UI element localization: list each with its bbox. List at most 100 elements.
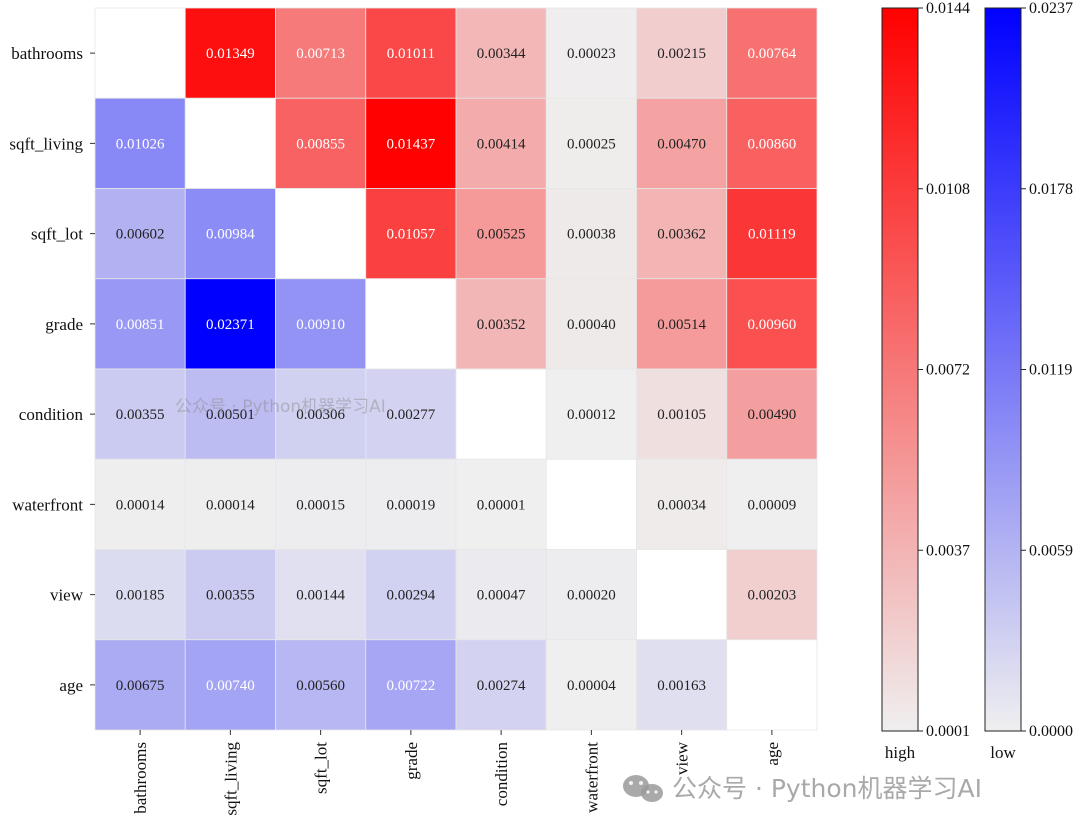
column-label: waterfront bbox=[582, 742, 601, 813]
cell-value-label: 0.00203 bbox=[748, 588, 797, 604]
cell-value-label: 0.00344 bbox=[477, 46, 526, 62]
heatmap-cell bbox=[636, 549, 728, 641]
cell-value-label: 0.00722 bbox=[387, 678, 436, 694]
cell-value-label: 0.00014 bbox=[116, 497, 165, 513]
heatmap-cell bbox=[184, 97, 276, 189]
cell-value-label: 0.00764 bbox=[748, 46, 797, 62]
heatmap-cell bbox=[455, 7, 547, 99]
cell-value-label: 0.00144 bbox=[296, 588, 345, 604]
cell-value-label: 0.00047 bbox=[477, 588, 526, 604]
cell-value-label: 0.00352 bbox=[477, 317, 526, 333]
cell-value-label: 0.00713 bbox=[296, 46, 345, 62]
cell-value-label: 0.00019 bbox=[387, 497, 436, 513]
cell-value-label: 0.00855 bbox=[296, 136, 345, 152]
heatmap-cells: 0.01349 0.00713 0.01011 0.00344 0.00023 0.002… bbox=[94, 7, 818, 731]
heatmap-cell bbox=[365, 188, 457, 280]
bottom-watermark: 公众号 · Python机器学习AI bbox=[672, 774, 982, 803]
cell-value-label: 0.00740 bbox=[206, 678, 255, 694]
row-label: sqft_lot bbox=[31, 225, 83, 244]
heatmap-cell bbox=[94, 97, 186, 189]
heatmap-cell bbox=[184, 188, 276, 280]
heatmap-cell bbox=[184, 458, 276, 550]
heatmap-cell bbox=[365, 639, 457, 731]
cell-value-label: 0.00020 bbox=[567, 588, 616, 604]
cell-value-label: 0.00215 bbox=[657, 46, 706, 62]
cell-value-label: 0.00015 bbox=[296, 497, 345, 513]
cell-value-label: 0.00960 bbox=[748, 317, 797, 333]
high-colorbar-tick-label: 0.0144 bbox=[926, 0, 970, 17]
heatmap-cell bbox=[636, 458, 728, 550]
heatmap-cell bbox=[636, 7, 728, 99]
cell-value-label: 0.00984 bbox=[206, 227, 255, 243]
heatmap-cell bbox=[545, 639, 637, 731]
heatmap-cell bbox=[726, 368, 818, 460]
heatmap-cell bbox=[365, 368, 457, 460]
cell-value-label: 0.00355 bbox=[206, 588, 255, 604]
cell-value-label: 0.00025 bbox=[567, 136, 616, 152]
cell-value-label: 0.01057 bbox=[387, 227, 436, 243]
heatmap-cell bbox=[365, 549, 457, 641]
heatmap-cell bbox=[726, 278, 818, 370]
heatmap-cell bbox=[275, 368, 367, 460]
heatmap-cell bbox=[545, 458, 637, 550]
cell-value-label: 0.01119 bbox=[748, 227, 796, 243]
cell-value-label: 0.00514 bbox=[657, 317, 706, 333]
column-label: age bbox=[763, 742, 782, 766]
heatmap-cell bbox=[275, 639, 367, 731]
high-colorbar-tick-label: 0.0037 bbox=[926, 542, 970, 559]
high-colorbar-label: high bbox=[885, 743, 916, 762]
heatmap-cell bbox=[275, 188, 367, 280]
cell-value-label: 0.00274 bbox=[477, 678, 526, 694]
cell-value-label: 0.00470 bbox=[657, 136, 706, 152]
cell-value-label: 0.00560 bbox=[296, 678, 345, 694]
heatmap-cell bbox=[184, 549, 276, 641]
heatmap-cell bbox=[636, 278, 728, 370]
low-colorbar-label: low bbox=[990, 743, 1016, 762]
heatmap-cell bbox=[726, 97, 818, 189]
colorbars: 0.0144 0.0108 0.0072 0.0037 0.0001 high 0.0237… bbox=[881, 0, 1073, 762]
row-label: condition bbox=[19, 405, 84, 424]
row-label: age bbox=[59, 676, 83, 695]
cell-value-label: 0.00414 bbox=[477, 136, 526, 152]
column-label: bathrooms bbox=[131, 742, 150, 814]
heatmap-cell bbox=[365, 97, 457, 189]
heatmap-cell bbox=[365, 458, 457, 550]
row-label: view bbox=[50, 586, 84, 605]
heatmap-cell bbox=[365, 7, 457, 99]
row-label: bathrooms bbox=[11, 44, 83, 63]
cell-value-label: 0.00023 bbox=[567, 46, 616, 62]
heatmap-cell bbox=[545, 188, 637, 280]
cell-value-label: 0.01349 bbox=[206, 46, 255, 62]
cell-value-label: 0.01026 bbox=[116, 136, 165, 152]
heatmap-cell bbox=[726, 188, 818, 280]
column-label: grade bbox=[402, 742, 421, 780]
cell-value-label: 0.00105 bbox=[657, 407, 706, 423]
column-label: sqft_lot bbox=[312, 742, 331, 794]
cell-value-label: 0.00306 bbox=[296, 407, 345, 423]
heatmap-cell bbox=[184, 7, 276, 99]
cell-value-label: 0.00675 bbox=[116, 678, 165, 694]
heatmap-cell bbox=[455, 639, 547, 731]
cell-value-label: 0.00001 bbox=[477, 497, 526, 513]
heatmap-cell bbox=[636, 97, 728, 189]
cell-value-label: 0.00034 bbox=[657, 497, 706, 513]
cell-value-label: 0.00362 bbox=[657, 227, 706, 243]
high-colorbar-tick-label: 0.0001 bbox=[926, 723, 970, 740]
cell-value-label: 0.00294 bbox=[387, 588, 436, 604]
heatmap-cell bbox=[545, 368, 637, 460]
high-colorbar-tick-label: 0.0072 bbox=[926, 362, 970, 379]
cell-value-label: 0.01437 bbox=[387, 136, 436, 152]
cell-value-label: 0.00012 bbox=[567, 407, 616, 423]
heatmap-cell bbox=[455, 278, 547, 370]
row-label: sqft_living bbox=[9, 134, 83, 153]
heatmap-cell bbox=[726, 458, 818, 550]
cell-value-label: 0.00490 bbox=[748, 407, 797, 423]
column-label: view bbox=[673, 741, 692, 775]
wechat-icon bbox=[623, 775, 663, 802]
heatmap-cell bbox=[275, 7, 367, 99]
low-colorbar-tick-label: 0.0059 bbox=[1029, 542, 1073, 559]
low-colorbar bbox=[984, 7, 1022, 732]
cell-value-label: 0.00040 bbox=[567, 317, 616, 333]
cell-value-label: 0.00602 bbox=[116, 227, 165, 243]
